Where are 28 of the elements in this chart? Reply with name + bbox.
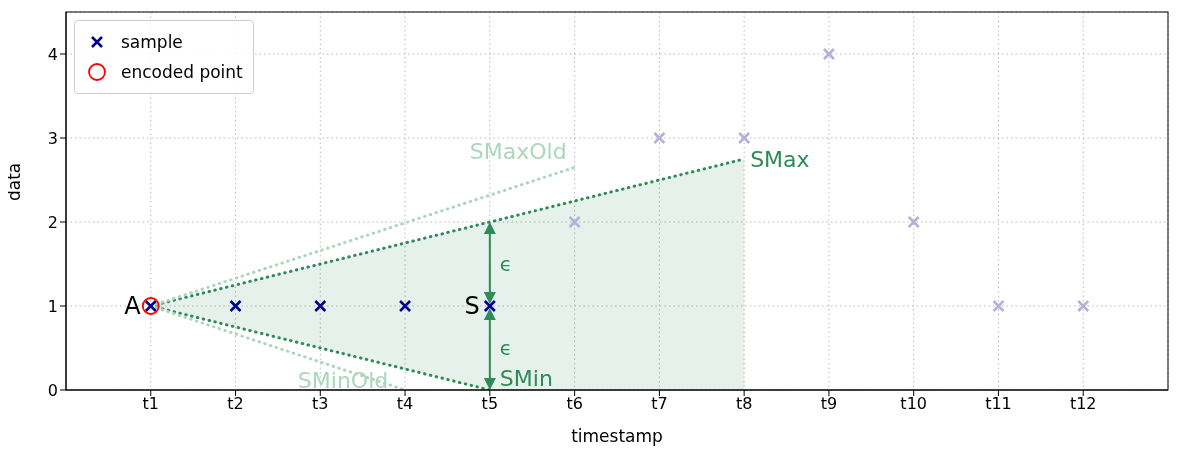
x-tick-label: t2 <box>227 394 244 414</box>
annotation: SMax <box>750 146 810 172</box>
annotation: S <box>464 292 480 320</box>
y-tick-label: 2 <box>47 212 58 232</box>
x-tick-label: t7 <box>651 394 668 414</box>
annotation: ϵ <box>499 336 512 360</box>
legend-label: sample <box>121 32 183 52</box>
y-axis-title: data <box>4 162 25 201</box>
x-tick-label: t9 <box>820 394 838 414</box>
x-tick-label: t11 <box>985 394 1012 414</box>
y-tick-label: 4 <box>47 44 58 64</box>
x-tick-label: t3 <box>312 394 329 414</box>
x-tick-label: t1 <box>142 394 159 414</box>
y-tick-label: 3 <box>47 128 58 148</box>
x-tick-label: t8 <box>735 394 753 414</box>
annotation: SMaxOld <box>469 138 567 164</box>
x-tick-label: t4 <box>396 394 414 414</box>
x-axis-title: timestamp <box>571 426 663 446</box>
legend-label: encoded point <box>121 62 243 82</box>
annotation: SMin <box>499 365 553 391</box>
x-tick-label: t5 <box>481 394 499 414</box>
y-tick-label: 1 <box>47 296 58 316</box>
x-tick-label: t6 <box>566 394 583 414</box>
annotation: A <box>124 292 142 320</box>
x-tick-label: t10 <box>900 394 928 414</box>
y-tick-label: 0 <box>47 380 58 400</box>
x-tick-label: t12 <box>1069 394 1097 414</box>
annotation: ϵ <box>499 252 512 276</box>
